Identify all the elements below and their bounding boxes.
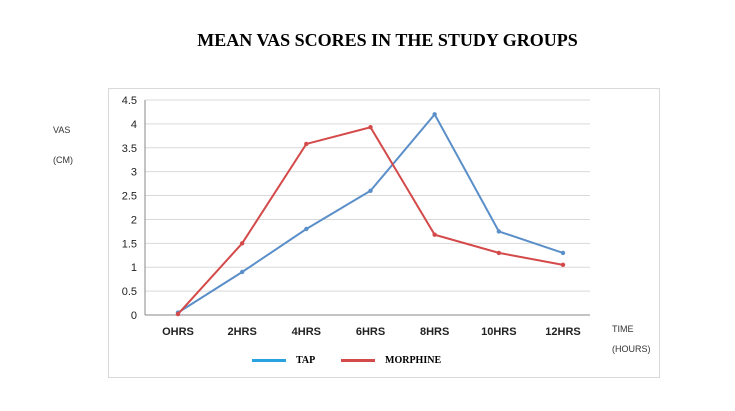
legend-label-tap: TAP [296,355,316,366]
y-tick-label-3: 1.5 [122,238,137,250]
legend-swatch-tap [252,359,286,362]
x-tick-label-1: 2HRS [227,326,256,338]
data-point-tap-2 [304,226,309,232]
data-point-morphine-1 [239,241,245,246]
y-tick-label-5: 2.5 [122,191,137,203]
legend-item-tap: TAP [252,355,315,366]
data-point-morphine-5 [496,250,502,256]
y-tick-label-1: 0.5 [122,286,137,298]
data-point-morphine-3 [368,125,373,130]
x-tick-label-2: 4HRS [292,326,321,338]
y-tick-label-8: 4 [131,119,137,131]
data-point-tap-1 [239,269,245,275]
legend-label-morphine: MORPHINE [385,355,442,366]
y-tick-label-6: 3 [131,167,137,179]
x-tick-label-5: 10HRS [481,326,516,338]
data-point-tap-6 [560,250,566,256]
y-axis-label-line1: VAS [53,125,71,135]
data-point-tap-5 [496,229,502,234]
y-tick-label-7: 3.5 [122,143,137,155]
series-line-tap [177,112,564,314]
legend-swatch-morphine [341,359,375,362]
x-tick-label-0: OHRS [162,326,194,338]
x-tick-label-3: 6HRS [356,326,385,338]
y-tick-label-4: 2 [131,214,137,226]
data-point-morphine-2 [304,141,309,147]
data-point-morphine-0 [175,311,181,317]
data-point-tap-4 [432,112,437,117]
data-point-morphine-4 [432,232,437,237]
chart-frame [108,88,660,378]
x-axis-label-line2: (HOURS) [612,344,651,354]
legend-item-morphine: MORPHINE [341,355,441,366]
series-line-morphine [177,126,564,315]
y-tick-label-9: 4.5 [122,95,137,107]
y-tick-label-0: 0 [131,310,137,322]
y-tick-label-2: 1 [131,262,137,274]
data-point-morphine-6 [560,262,566,268]
x-tick-label-6: 12HRS [545,326,580,338]
x-tick-label-4: 8HRS [420,326,449,338]
chart-title: MEAN VAS SCORES IN THE STUDY GROUPS [197,30,578,50]
y-axis-label-line2: (CM) [53,155,73,165]
x-axis-label-line1: TIME [612,324,634,334]
data-point-tap-3 [368,188,373,193]
